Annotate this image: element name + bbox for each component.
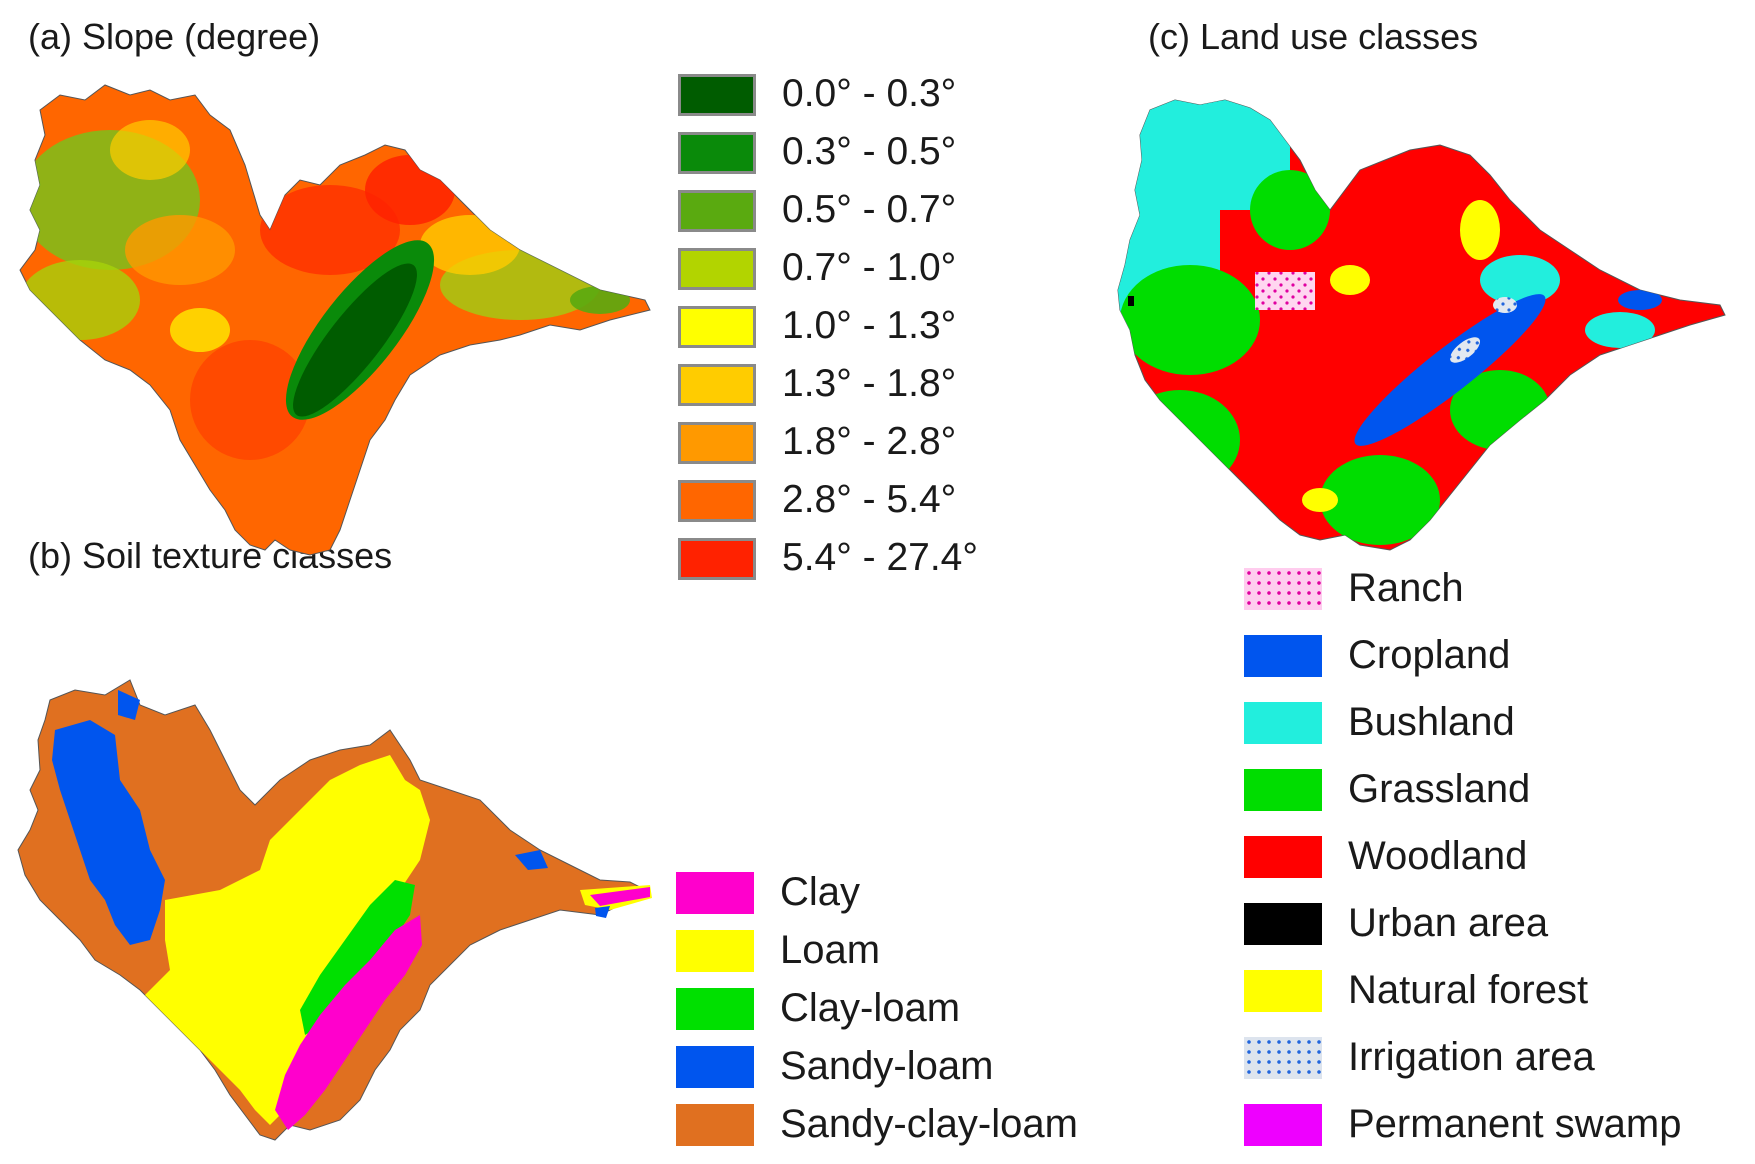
- legend-swatch: [678, 538, 756, 580]
- legend-label: 1.3° - 1.8°: [782, 362, 957, 405]
- legend-label: 2.8° - 5.4°: [782, 478, 957, 521]
- legend-label: Woodland: [1348, 834, 1528, 878]
- legend-swatch: [1244, 1037, 1322, 1079]
- legend-label: Permanent swamp: [1348, 1102, 1682, 1146]
- legend-label: 0.5° - 0.7°: [782, 188, 957, 231]
- legend-swatch: [1244, 836, 1322, 878]
- legend-label: 1.8° - 2.8°: [782, 420, 957, 463]
- legend-swatch: [676, 988, 754, 1030]
- legend-label: 0.0° - 0.3°: [782, 72, 957, 115]
- legend-label: Clay-loam: [780, 986, 961, 1030]
- legend-swatch: [678, 248, 756, 290]
- legend-label: 0.7° - 1.0°: [782, 246, 957, 289]
- legend-label: Natural forest: [1348, 968, 1589, 1012]
- legend-label: Loam: [780, 928, 881, 972]
- legend-label: Bushland: [1348, 700, 1515, 744]
- legend-label: Sandy-clay-loam: [780, 1102, 1078, 1146]
- legend-swatch: [678, 190, 756, 232]
- legend-swatch: [676, 1104, 754, 1146]
- legend-swatch: [676, 872, 754, 914]
- legend-swatch: [678, 422, 756, 464]
- legend-swatch: [678, 132, 756, 174]
- legend-swatch: [1244, 970, 1322, 1012]
- legend-swatch: [1244, 568, 1322, 610]
- legend-swatch: [1244, 702, 1322, 744]
- legend-label: 0.3° - 0.5°: [782, 130, 957, 173]
- legend-swatch: [678, 74, 756, 116]
- legend-label: Cropland: [1348, 633, 1511, 677]
- landuse-map: [1117, 99, 1726, 551]
- slope-legend: 0.0° - 0.3° 0.3° - 0.5° 0.5° - 0.7° 0.7° - …: [678, 72, 1058, 584]
- soil-legend: Clay Loam Clay-loam Sandy-loam Sandy-clay-lo…: [676, 870, 1136, 1162]
- legend-label: Sandy-loam: [780, 1044, 994, 1088]
- slope-map: [19, 84, 651, 556]
- legend-label: Urban area: [1348, 901, 1549, 945]
- legend-swatch: [1244, 769, 1322, 811]
- legend-swatch: [1244, 903, 1322, 945]
- legend-label: 1.0° - 1.3°: [782, 304, 957, 347]
- legend-swatch: [678, 364, 756, 406]
- legend-label: 5.4° - 27.4°: [782, 536, 978, 579]
- legend-label: Irrigation area: [1348, 1035, 1595, 1079]
- landuse-map-title: (c) Land use classes: [1148, 16, 1479, 57]
- soil-map: [17, 679, 652, 1141]
- legend-label: Grassland: [1348, 767, 1531, 811]
- legend-label: Ranch: [1348, 566, 1464, 610]
- legend-swatch: [676, 930, 754, 972]
- legend-swatch: [676, 1046, 754, 1088]
- legend-swatch: [678, 306, 756, 348]
- legend-swatch: [1244, 635, 1322, 677]
- landuse-legend: Ranch Cropland Bushland Grassland Woodland Ur…: [1244, 566, 1749, 1148]
- legend-swatch: [678, 480, 756, 522]
- legend-label: Clay: [780, 870, 861, 914]
- slope-map-title: (a) Slope (degree): [28, 16, 321, 57]
- legend-swatch: [1244, 1104, 1322, 1146]
